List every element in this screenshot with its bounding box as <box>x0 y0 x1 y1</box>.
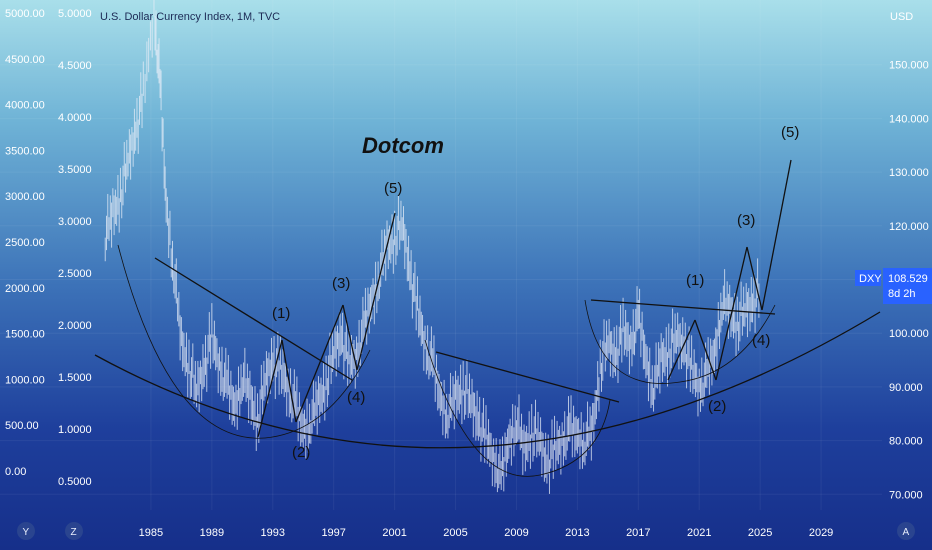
x-tick-label: 2017 <box>626 527 650 539</box>
x-tick-label: 1985 <box>139 527 163 539</box>
x-tick-label: 2001 <box>382 527 406 539</box>
annotation-dotcom: Dotcom <box>362 133 444 158</box>
wave-segment <box>761 159 792 311</box>
y-left-inner-tick-label: 2.0000 <box>58 320 92 332</box>
wave-segment <box>746 246 763 311</box>
arc-2 <box>424 339 611 477</box>
price-value: 108.529 <box>888 273 928 285</box>
x-tick-label: 2025 <box>748 527 772 539</box>
trendline-3 <box>590 299 776 315</box>
wave-label: (3) <box>332 275 350 292</box>
trendline-1 <box>154 257 353 381</box>
y-left-outer-tick-label: 4000.00 <box>5 100 45 112</box>
y-left-outer-tick-label: 0.00 <box>5 466 26 478</box>
symbol-title: U.S. Dollar Currency Index, 1M, TVC <box>100 11 280 23</box>
x-tick-label: 1993 <box>261 527 285 539</box>
price-countdown: 8d 2h <box>888 288 916 300</box>
y-right-tick-label: 90.000 <box>889 382 923 394</box>
y-left-inner-tick-label: 5.0000 <box>58 8 92 20</box>
ticker-label: DXY <box>859 273 882 285</box>
log-scale-button[interactable]: Y <box>17 522 35 540</box>
y-right-tick-label: 140.000 <box>889 113 929 125</box>
wave-segment <box>667 319 696 381</box>
y-left-outer-tick-label: 500.00 <box>5 420 39 432</box>
y-right-tick-label: 80.000 <box>889 436 923 448</box>
grid <box>0 0 882 510</box>
y-left-outer-tick-label: 1500.00 <box>5 329 45 341</box>
x-tick-label: 2029 <box>809 527 833 539</box>
price-badge <box>883 268 932 304</box>
y-right-tick-label: 100.000 <box>889 328 929 340</box>
wave-segment <box>281 339 297 423</box>
ticker-badge <box>855 270 881 286</box>
x-tick-label: 2009 <box>504 527 528 539</box>
currency-label: USD <box>890 11 913 23</box>
y-left-outer-tick-label: 5000.00 <box>5 8 45 20</box>
y-left-outer-tick-label: 2500.00 <box>5 237 45 249</box>
y-left-outer-tick-label: 1000.00 <box>5 374 45 386</box>
y-left-inner-tick-label: 0.5000 <box>58 476 92 488</box>
price-bars <box>104 0 760 494</box>
y-left-inner-tick-label: 3.0000 <box>58 216 92 228</box>
wave-segment <box>342 304 358 371</box>
wave-label: (2) <box>292 444 310 461</box>
x-tick-label: 2005 <box>443 527 467 539</box>
y-left-inner-tick-label: 1.0000 <box>58 424 92 436</box>
zoom-button[interactable]: Z <box>65 522 83 540</box>
x-tick-label: 1997 <box>321 527 345 539</box>
big-arc <box>94 311 881 449</box>
wave-label: (4) <box>347 389 365 406</box>
wave-label: (1) <box>686 272 704 289</box>
wave-label: (5) <box>384 180 402 197</box>
wave-drawings <box>94 159 881 477</box>
auto-scale-button-label: A <box>903 527 910 538</box>
y-right-tick-label: 130.000 <box>889 167 929 179</box>
y-left-inner-tick-label: 3.5000 <box>58 164 92 176</box>
x-tick-label: 1989 <box>200 527 224 539</box>
y-left-outer-tick-label: 3500.00 <box>5 145 45 157</box>
arc-1 <box>117 244 371 439</box>
log-scale-button-label: Y <box>23 527 30 538</box>
y-left-inner-tick-label: 2.5000 <box>58 268 92 280</box>
y-left-outer-tick-label: 3000.00 <box>5 191 45 203</box>
y-right-tick-label: 70.000 <box>889 489 923 501</box>
wave-label: (3) <box>737 212 755 229</box>
auto-scale-button[interactable]: A <box>897 522 915 540</box>
wave-segment <box>694 319 717 381</box>
wave-label: (4) <box>752 332 770 349</box>
y-right-tick-label: 150.000 <box>889 60 929 72</box>
y-left-outer-tick-label: 4500.00 <box>5 54 45 66</box>
y-left-inner-tick-label: 4.0000 <box>58 112 92 124</box>
arc-3 <box>584 299 776 384</box>
trendline-2 <box>435 351 620 403</box>
wave-label: (1) <box>272 305 290 322</box>
wave-label: (5) <box>781 124 799 141</box>
y-right-tick-label: 120.000 <box>889 221 929 233</box>
y-left-inner-tick-label: 4.5000 <box>58 60 92 72</box>
wave-segment <box>715 246 748 381</box>
wave-segment <box>257 339 283 438</box>
wave-segment <box>295 304 344 423</box>
x-tick-label: 2021 <box>687 527 711 539</box>
wave-label: (2) <box>708 398 726 415</box>
wave-segment <box>356 212 396 371</box>
y-left-inner-tick-label: 1.5000 <box>58 372 92 384</box>
zoom-button-label: Z <box>71 527 77 538</box>
y-left-outer-tick-label: 2000.00 <box>5 283 45 295</box>
x-tick-label: 2013 <box>565 527 589 539</box>
